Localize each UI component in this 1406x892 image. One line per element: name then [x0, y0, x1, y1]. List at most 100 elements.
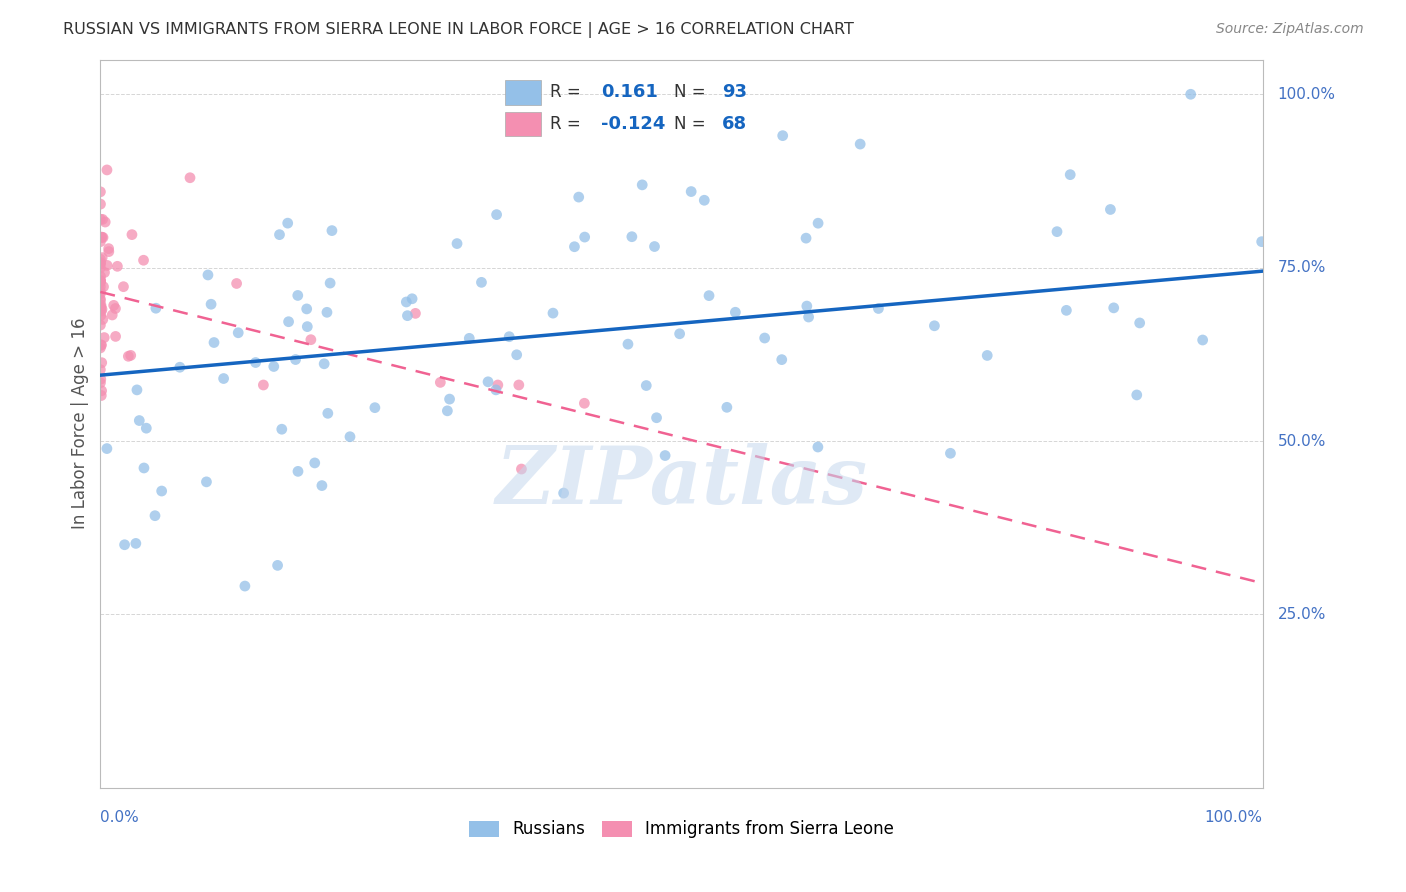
Point	[125, 383, 148, 397]
Point	[316, 406, 339, 420]
Point	[404, 306, 426, 320]
Point	[200, 297, 222, 311]
Point	[90, 300, 112, 314]
Point	[135, 421, 157, 435]
Point	[89, 293, 111, 308]
Point	[89, 286, 111, 301]
Point	[225, 277, 247, 291]
Point	[439, 392, 461, 406]
Point	[458, 331, 481, 345]
Point	[90, 338, 112, 352]
Point	[1180, 87, 1202, 102]
Text: Source: ZipAtlas.com: Source: ZipAtlas.com	[1216, 22, 1364, 37]
Point	[145, 301, 167, 316]
Point	[716, 401, 738, 415]
Point	[1129, 316, 1152, 330]
Point	[89, 260, 111, 275]
Point	[197, 268, 219, 282]
Point	[117, 349, 139, 363]
Point	[104, 301, 127, 316]
Point	[1126, 388, 1149, 402]
Point	[339, 430, 361, 444]
Point	[97, 244, 120, 259]
Point	[212, 371, 235, 385]
Point	[90, 255, 112, 269]
Point	[617, 337, 640, 351]
Point	[1191, 333, 1213, 347]
Point	[631, 178, 654, 192]
Point	[299, 333, 322, 347]
Point	[287, 288, 309, 302]
Point	[103, 298, 125, 312]
Point	[316, 305, 339, 319]
Point	[93, 279, 115, 293]
Point	[796, 299, 818, 313]
Point	[90, 304, 112, 318]
Point	[1059, 168, 1081, 182]
Point	[636, 378, 658, 392]
Point	[724, 305, 747, 319]
Point	[508, 378, 530, 392]
Point	[101, 308, 124, 322]
Point	[89, 252, 111, 267]
Point	[114, 538, 136, 552]
Point	[304, 456, 326, 470]
Point	[96, 259, 118, 273]
Point	[574, 396, 596, 410]
Point	[226, 326, 249, 340]
Point	[143, 508, 166, 523]
Point	[270, 422, 292, 436]
Point	[89, 269, 111, 284]
Point	[93, 265, 115, 279]
Point	[1099, 202, 1122, 217]
Text: 75.0%: 75.0%	[1278, 260, 1326, 275]
Point	[807, 216, 830, 230]
Point	[395, 295, 418, 310]
Point	[90, 274, 112, 288]
Point	[510, 462, 533, 476]
Point	[797, 310, 820, 324]
Point	[868, 301, 890, 316]
Point	[939, 446, 962, 460]
Point	[89, 301, 111, 316]
Point	[89, 279, 111, 293]
Point	[90, 273, 112, 287]
Point	[169, 360, 191, 375]
Point	[195, 475, 218, 489]
Text: RUSSIAN VS IMMIGRANTS FROM SIERRA LEONE IN LABOR FORCE | AGE > 16 CORRELATION CH: RUSSIAN VS IMMIGRANTS FROM SIERRA LEONE …	[63, 22, 855, 38]
Point	[681, 185, 703, 199]
Point	[284, 352, 307, 367]
Point	[91, 212, 114, 227]
Point	[807, 440, 830, 454]
Point	[498, 329, 520, 343]
Point	[89, 376, 111, 390]
Point	[1250, 235, 1272, 249]
Point	[668, 326, 690, 341]
Point	[90, 338, 112, 352]
Point	[90, 388, 112, 402]
Point	[976, 348, 998, 362]
Text: 100.0%: 100.0%	[1278, 87, 1336, 102]
Point	[91, 312, 114, 326]
Point	[90, 309, 112, 323]
Point	[277, 315, 299, 329]
Point	[89, 212, 111, 227]
Point	[125, 536, 148, 550]
Point	[1046, 225, 1069, 239]
Point	[89, 341, 111, 355]
Point	[295, 301, 318, 316]
Point	[112, 279, 135, 293]
Point	[90, 372, 112, 386]
Point	[91, 251, 114, 265]
Point	[505, 348, 527, 362]
Text: ZIPatlas: ZIPatlas	[495, 443, 868, 521]
Point	[263, 359, 285, 374]
Point	[644, 239, 666, 253]
Point	[446, 236, 468, 251]
Text: 0.0%: 0.0%	[100, 810, 139, 825]
Point	[553, 486, 575, 500]
Point	[311, 478, 333, 492]
Point	[564, 240, 586, 254]
Point	[314, 357, 336, 371]
Point	[849, 137, 872, 152]
